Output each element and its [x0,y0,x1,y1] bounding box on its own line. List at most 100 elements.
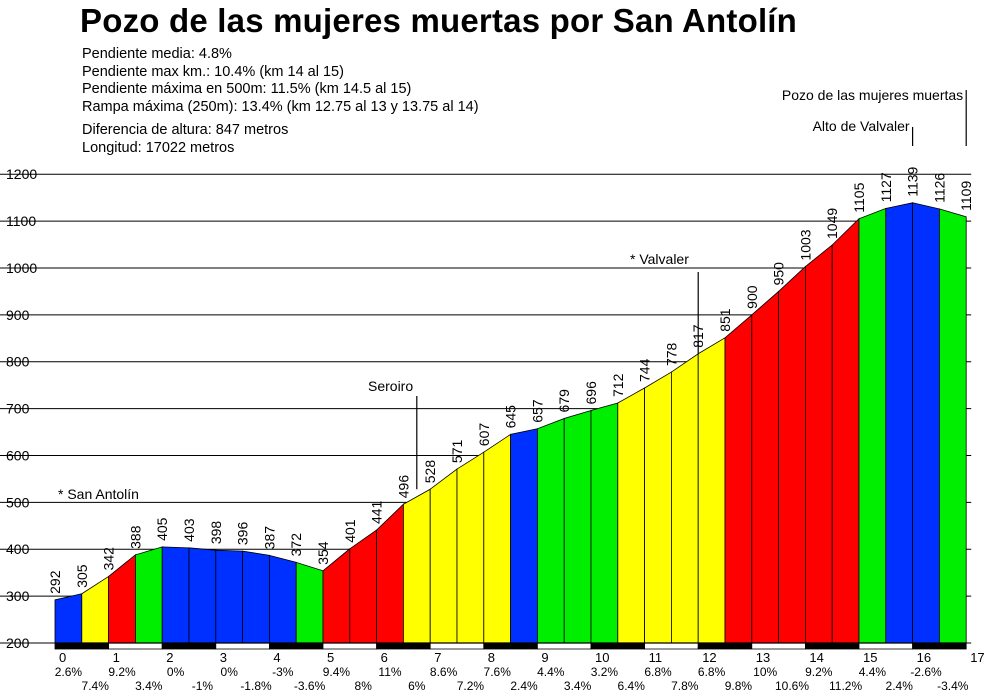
gradient-label: 11.2% [829,679,862,693]
annotation-label: Pozo de las mujeres muertas [782,87,963,103]
gradient-label: -2.6% [910,665,942,679]
km-scale-bar [483,642,538,650]
km-scale-bar [161,642,217,650]
annotation-label: Seroiro [368,378,413,394]
km-scale-bar [697,642,753,650]
profile-segment [858,207,887,644]
x-tick-label: 4 [273,650,280,665]
x-tick-label: 7 [434,650,441,665]
gradient-label: 3.4% [564,679,592,693]
altitude-label: 950 [771,262,787,286]
info-longitud: Longitud: 17022 metros [82,139,235,156]
y-tick-label: 700 [6,401,30,417]
altitude-label: 528 [422,460,438,484]
info-pendiente-max-km: Pendiente max km.: 10.4% (km 14 al 15) [82,63,344,80]
y-tick-label: 400 [6,541,30,557]
annotation-label: * San Antolín [58,486,139,502]
altitude-label: 1049 [824,208,840,239]
altitude-label: 387 [261,526,277,550]
x-tick-label: 14 [809,650,823,665]
x-tick-label: 11 [649,650,663,665]
altitude-label: 778 [663,342,679,366]
altitude-label: 292 [47,570,63,594]
gradient-label: 2.4% [886,679,914,693]
x-tick-label: 8 [488,650,495,665]
altitude-label: 441 [369,500,385,524]
gradient-label: 3.2% [591,665,619,679]
x-tick-label: 12 [702,650,716,665]
gradient-label: -3% [272,665,294,679]
altitude-label: 645 [503,405,519,429]
gradient-label: 6.8% [644,665,672,679]
profile-segment [510,428,538,644]
altitude-label: 744 [637,358,653,382]
profile-segment [831,217,860,644]
gradient-label: 9.2% [108,665,136,679]
profile-segment [161,546,190,644]
info-diferencia-altura: Diferencia de altura: 847 metros [82,122,289,138]
profile-segment [402,488,431,644]
altitude-label: 1105 [851,182,867,212]
gradient-label: 7.2% [457,679,485,693]
profile-segment [563,409,592,644]
km-scale-bar [805,642,860,650]
altitude-label: 607 [476,423,492,447]
profile-segment [912,202,940,644]
altitude-label: 372 [288,533,304,557]
y-tick-label: 600 [6,447,30,463]
altitude-label: 398 [208,521,224,545]
x-tick-label: 1 [113,650,120,665]
info-pendiente-max-500m: Pendiente máxima en 500m: 11.5% (km 14.5… [82,81,412,97]
profile-segment [671,352,699,644]
gradient-label: 6.8% [698,665,726,679]
altitude-label: 388 [127,525,143,549]
altitude-label: 851 [717,308,733,332]
x-tick-label: 6 [381,650,388,665]
altitude-label: 712 [610,373,626,397]
profile-segment [429,468,458,644]
x-tick-label: 13 [756,650,770,665]
gradient-label: 8% [355,679,373,693]
km-scale-bar [429,642,485,650]
km-scale-bar [215,642,270,650]
x-tick-label: 15 [863,650,877,665]
gradient-label: 0% [221,665,239,679]
x-tick-label: 3 [220,650,227,665]
gradient-label: 7.4% [82,679,110,693]
y-tick-label: 300 [6,588,30,604]
altitude-label: 679 [556,389,572,413]
altitude-label: 401 [342,519,358,543]
annotation-label: * Valvaler [630,251,689,267]
x-tick-label: 16 [917,650,931,665]
km-scale-bar [644,642,699,650]
km-scale-bar [858,642,913,650]
info-pendiente-media: Pendiente media: 4.8% [82,46,232,62]
altitude-label: 354 [315,541,331,565]
x-tick-label: 2 [166,650,173,665]
profile-segment [134,546,163,644]
gradient-label: 6.4% [618,679,646,693]
profile-segment [215,549,244,644]
x-tick-label: 10 [595,650,609,665]
profile-segment [751,290,779,644]
altitude-label: 1003 [797,229,813,260]
gradient-label: 9.2% [805,665,833,679]
y-tick-label: 1000 [6,260,37,276]
km-scale-bar [268,642,324,650]
y-tick-label: 800 [6,354,30,370]
profile-segment [483,433,512,644]
y-tick-label: 200 [6,635,30,651]
gradient-label: 7.8% [671,679,699,693]
altitude-label: 405 [154,517,170,541]
gradient-label: 9.4% [323,665,351,679]
profile-segment [456,451,485,644]
altitude-label: 1126 [931,173,947,203]
gradient-label: 10.6% [775,679,809,693]
x-tick-label: 17 [970,650,984,665]
altitude-label: 342 [101,547,117,571]
profile-segment [724,313,753,644]
profile-info: Pendiente media: 4.8% Pendiente max km.:… [82,46,479,157]
profile-segment [617,387,645,644]
gradient-label: 0% [167,665,185,679]
